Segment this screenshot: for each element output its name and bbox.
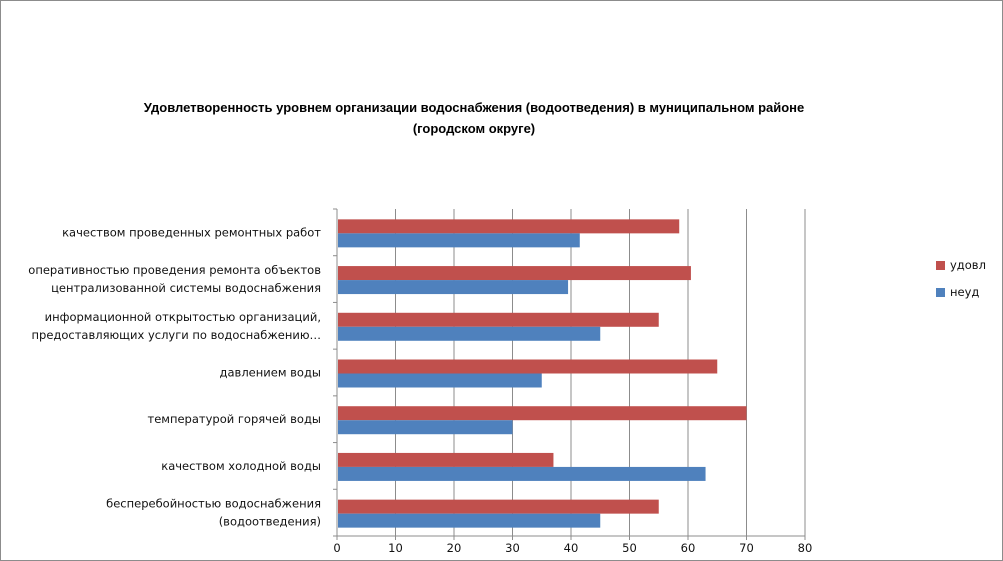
category-label: централизованной системы водоснабжения xyxy=(51,281,321,295)
legend-label: неуд xyxy=(950,285,979,299)
legend-swatch xyxy=(936,288,945,297)
bar-neud xyxy=(338,420,513,435)
x-tick-label: 10 xyxy=(388,541,403,555)
axes xyxy=(333,208,806,540)
bar-neud xyxy=(338,373,542,388)
category-labels: качеством проведенных ремонтных работ опе… xyxy=(28,225,321,528)
bar-udovl xyxy=(338,266,691,281)
x-tick-label: 40 xyxy=(564,541,579,555)
legend-label: удовл xyxy=(950,258,986,272)
category-label: (водоотведения) xyxy=(219,515,321,529)
bar-udovl xyxy=(338,406,747,421)
bar-neud xyxy=(338,466,706,481)
bar-neud xyxy=(338,326,601,341)
x-tick-label: 20 xyxy=(447,541,462,555)
bar-neud xyxy=(338,513,601,528)
category-label: предоставляющих услуги по водоснабжению… xyxy=(32,328,322,342)
bar-neud xyxy=(338,233,580,248)
x-tick-label: 30 xyxy=(505,541,520,555)
bar-udovl xyxy=(338,312,659,327)
x-tick-label: 50 xyxy=(622,541,637,555)
chart-title-line-2: (городском округе) xyxy=(413,121,535,136)
bars xyxy=(338,219,747,528)
category-label: температурой горячей воды xyxy=(148,412,322,426)
x-tick-label: 70 xyxy=(739,541,754,555)
bar-udovl xyxy=(338,499,659,514)
legend-swatch xyxy=(936,261,945,270)
x-tick-labels: 0 10 20 30 40 50 60 70 80 xyxy=(333,541,812,555)
x-tick-label: 0 xyxy=(333,541,340,555)
bar-udovl xyxy=(338,452,554,467)
category-label: давлением воды xyxy=(220,366,321,380)
chart-title: Удовлетворенность уровнем организации во… xyxy=(144,100,805,136)
legend: удовл неуд xyxy=(936,258,986,299)
bar-udovl xyxy=(338,219,680,234)
bar-neud xyxy=(338,280,569,295)
category-label: качеством холодной воды xyxy=(161,459,321,473)
x-tick-label: 60 xyxy=(681,541,696,555)
category-label: бесперебойностью водоснабжения xyxy=(106,497,321,511)
chart-title-line-1: Удовлетворенность уровнем организации во… xyxy=(144,100,805,115)
category-label: оперативностью проведения ремонта объект… xyxy=(28,263,321,277)
bar-udovl xyxy=(338,359,718,374)
x-tick-label: 80 xyxy=(798,541,813,555)
category-label: информационной открытостью организаций, xyxy=(45,310,321,324)
category-label: качеством проведенных ремонтных работ xyxy=(62,225,321,239)
